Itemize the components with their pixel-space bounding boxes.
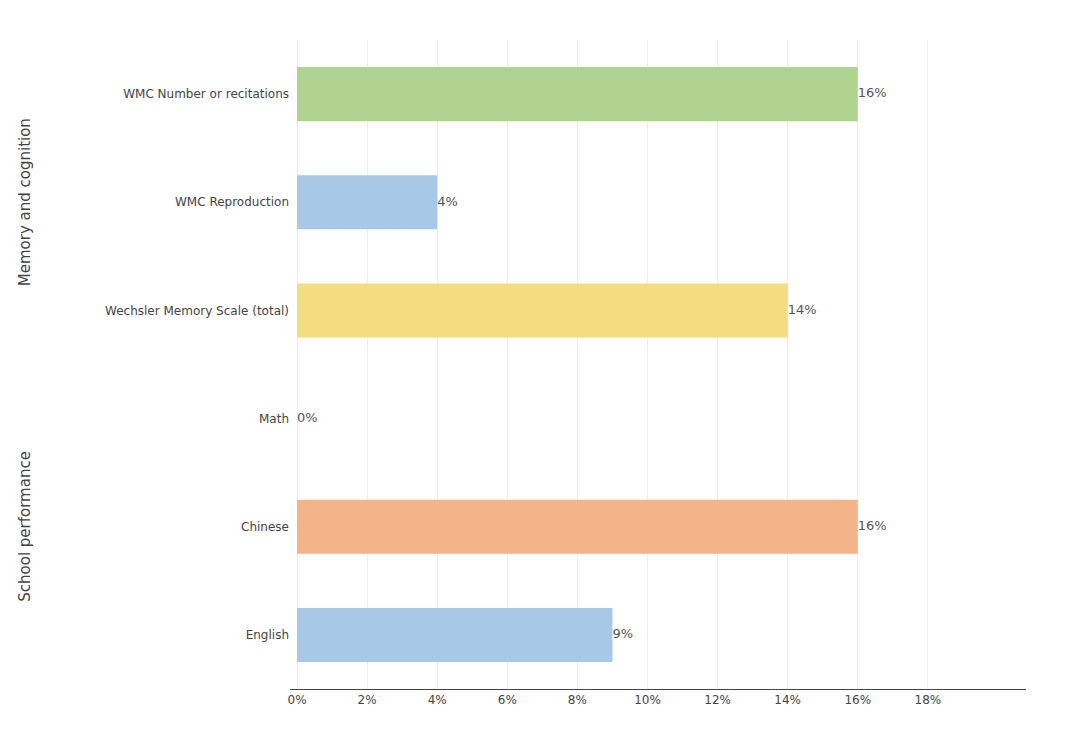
svg-text:6%: 6% — [498, 693, 517, 707]
svg-text:16%: 16% — [858, 85, 887, 100]
svg-text:Wechsler Memory Scale (total): Wechsler Memory Scale (total) — [105, 304, 289, 318]
svg-text:WMC Number or recitations: WMC Number or recitations — [123, 87, 289, 101]
svg-text:8%: 8% — [568, 693, 587, 707]
svg-text:16%: 16% — [844, 693, 871, 707]
svg-text:School performance: School performance — [16, 451, 34, 602]
svg-text:10%: 10% — [634, 693, 661, 707]
svg-text:Memory and cognition: Memory and cognition — [16, 118, 34, 286]
svg-text:14%: 14% — [788, 302, 817, 317]
svg-text:0%: 0% — [287, 693, 306, 707]
svg-text:WMC Reproduction: WMC Reproduction — [175, 195, 289, 209]
svg-text:18%: 18% — [915, 693, 942, 707]
svg-text:English: English — [246, 628, 289, 642]
svg-text:Math: Math — [259, 412, 289, 426]
svg-text:16%: 16% — [858, 518, 887, 533]
svg-text:4%: 4% — [437, 194, 458, 209]
svg-text:12%: 12% — [704, 693, 731, 707]
svg-text:Chinese: Chinese — [241, 520, 289, 534]
svg-text:2%: 2% — [358, 693, 377, 707]
svg-text:14%: 14% — [774, 693, 801, 707]
svg-text:9%: 9% — [612, 626, 633, 641]
svg-text:4%: 4% — [428, 693, 447, 707]
svg-text:0%: 0% — [297, 410, 318, 425]
